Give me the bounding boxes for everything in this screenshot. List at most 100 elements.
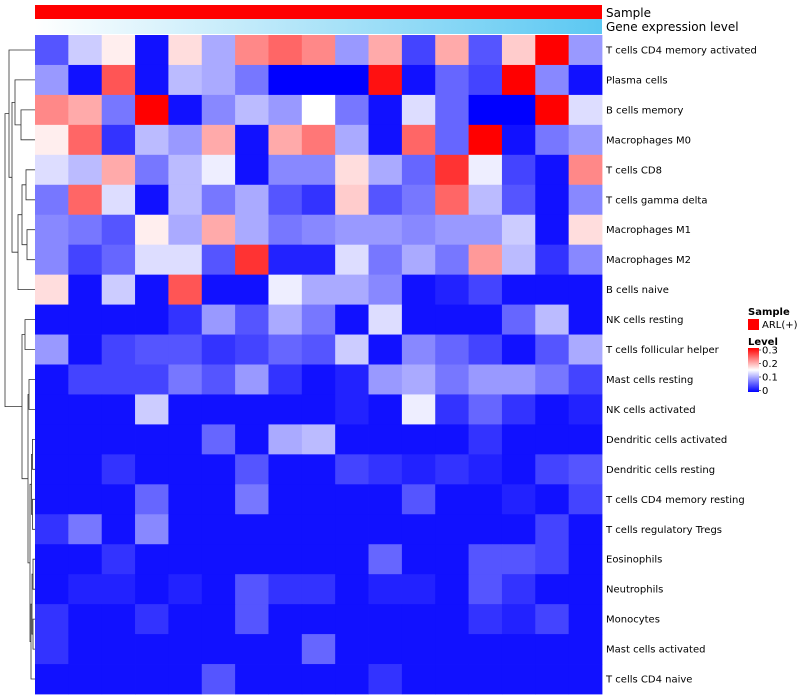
heatmap-cell	[301, 35, 336, 66]
level-legend-title: Level	[748, 337, 778, 348]
heatmap-cell	[435, 484, 469, 515]
heatmap-cell	[268, 484, 303, 515]
heatmap-cell	[435, 334, 469, 365]
dendrogram-branch	[20, 109, 35, 141]
heatmap-cell	[268, 334, 303, 365]
row-label: NK cells resting	[606, 315, 683, 326]
heatmap-cell	[168, 244, 203, 276]
heatmap-cell	[301, 214, 336, 246]
heatmap-cell	[35, 634, 69, 665]
heatmap-cell	[168, 514, 203, 545]
heatmap-cell	[135, 544, 169, 575]
heatmap-cell	[135, 394, 169, 425]
heatmap-cell	[335, 454, 369, 485]
heatmap-cell	[68, 274, 103, 305]
sample-annotation-bar	[35, 5, 602, 19]
heatmap-cell	[435, 64, 469, 96]
heatmap-cell	[501, 154, 536, 186]
dendrogram-branch	[17, 214, 35, 290]
heatmap-cell	[301, 394, 336, 425]
heatmap-cell	[35, 394, 69, 425]
heatmap-cell	[501, 664, 536, 695]
heatmap-cell	[201, 244, 236, 276]
heatmap-cell	[535, 274, 570, 305]
heatmap-cell	[168, 35, 203, 66]
heatmap-cell	[535, 454, 570, 485]
heatmap-cell	[235, 604, 269, 635]
heatmap-cell	[335, 154, 369, 186]
heatmap-cell	[68, 304, 103, 335]
heatmap-cell	[68, 244, 103, 276]
heatmap-cell	[268, 214, 303, 246]
heatmap-cell	[68, 484, 103, 515]
heatmap-cell	[101, 604, 136, 635]
heatmap-cell	[68, 514, 103, 545]
heatmap-cell	[68, 334, 103, 365]
heatmap-cell	[568, 304, 603, 335]
heatmap-cell	[501, 334, 536, 365]
heatmap-cell	[301, 64, 336, 96]
heatmap-cell	[435, 94, 469, 126]
dendrogram-branch	[14, 79, 35, 126]
dendrogram-branch	[32, 618, 35, 650]
heatmap-cell	[568, 514, 603, 545]
dendrogram-branch	[32, 498, 35, 530]
heatmap-cell	[201, 94, 236, 126]
heatmap-cell	[235, 334, 269, 365]
heatmap-cell	[535, 514, 570, 545]
heatmap-cell	[135, 64, 169, 96]
heatmap-cell	[501, 364, 536, 395]
heatmap-cell	[168, 64, 203, 96]
heatmap-cell	[68, 574, 103, 605]
heatmap-cell	[68, 634, 103, 665]
heatmap-cell	[468, 334, 503, 365]
heatmap-cell	[35, 124, 69, 156]
heatmap-cell	[301, 184, 336, 216]
row-label: Dendritic cells activated	[606, 435, 727, 446]
heatmap-cell	[168, 364, 203, 395]
heatmap-cell	[268, 604, 303, 635]
heatmap-cell	[35, 304, 69, 335]
sample-legend-title: Sample	[748, 307, 790, 318]
heatmap-cell	[335, 604, 369, 635]
heatmap-cell	[368, 64, 403, 96]
heatmap-cell	[235, 244, 269, 276]
heatmap-cell	[501, 634, 536, 665]
heatmap-cell	[301, 94, 336, 126]
heatmap-cell	[501, 124, 536, 156]
heatmap-cell	[368, 604, 403, 635]
heatmap-cell	[135, 154, 169, 186]
heatmap-cell	[168, 424, 203, 455]
heatmap-cells	[35, 35, 603, 695]
dendrogram-branch	[32, 439, 35, 470]
heatmap-cell	[268, 64, 303, 96]
heatmap-cell	[68, 544, 103, 575]
heatmap-cell	[101, 334, 136, 365]
heatmap-cell	[135, 124, 169, 156]
heatmap-cell	[101, 214, 136, 246]
heatmap-cell	[368, 484, 403, 515]
heatmap-cell	[568, 124, 603, 156]
heatmap-cell	[135, 484, 169, 515]
heatmap-cell	[401, 64, 436, 96]
heatmap-cell	[501, 35, 536, 66]
gene-expression-track-label: Gene expression level	[606, 20, 739, 34]
heatmap-cell	[568, 664, 603, 695]
heatmap-cell	[501, 94, 536, 126]
heatmap-cell	[368, 184, 403, 216]
heatmap-cell	[235, 544, 269, 575]
heatmap-cell	[501, 544, 536, 575]
heatmap-cell	[135, 304, 169, 335]
row-label: T cells CD8	[605, 165, 662, 176]
heatmap-cell	[235, 274, 269, 305]
heatmap-cell	[201, 154, 236, 186]
level-legend-colorbar	[748, 348, 759, 392]
heatmap-cell	[368, 274, 403, 305]
heatmap-cell	[268, 574, 303, 605]
heatmap-cell	[68, 35, 103, 66]
heatmap-cell	[201, 304, 236, 335]
heatmap-cell	[168, 454, 203, 485]
heatmap-cell	[468, 214, 503, 246]
heatmap-cell	[335, 124, 369, 156]
heatmap-cell	[201, 334, 236, 365]
